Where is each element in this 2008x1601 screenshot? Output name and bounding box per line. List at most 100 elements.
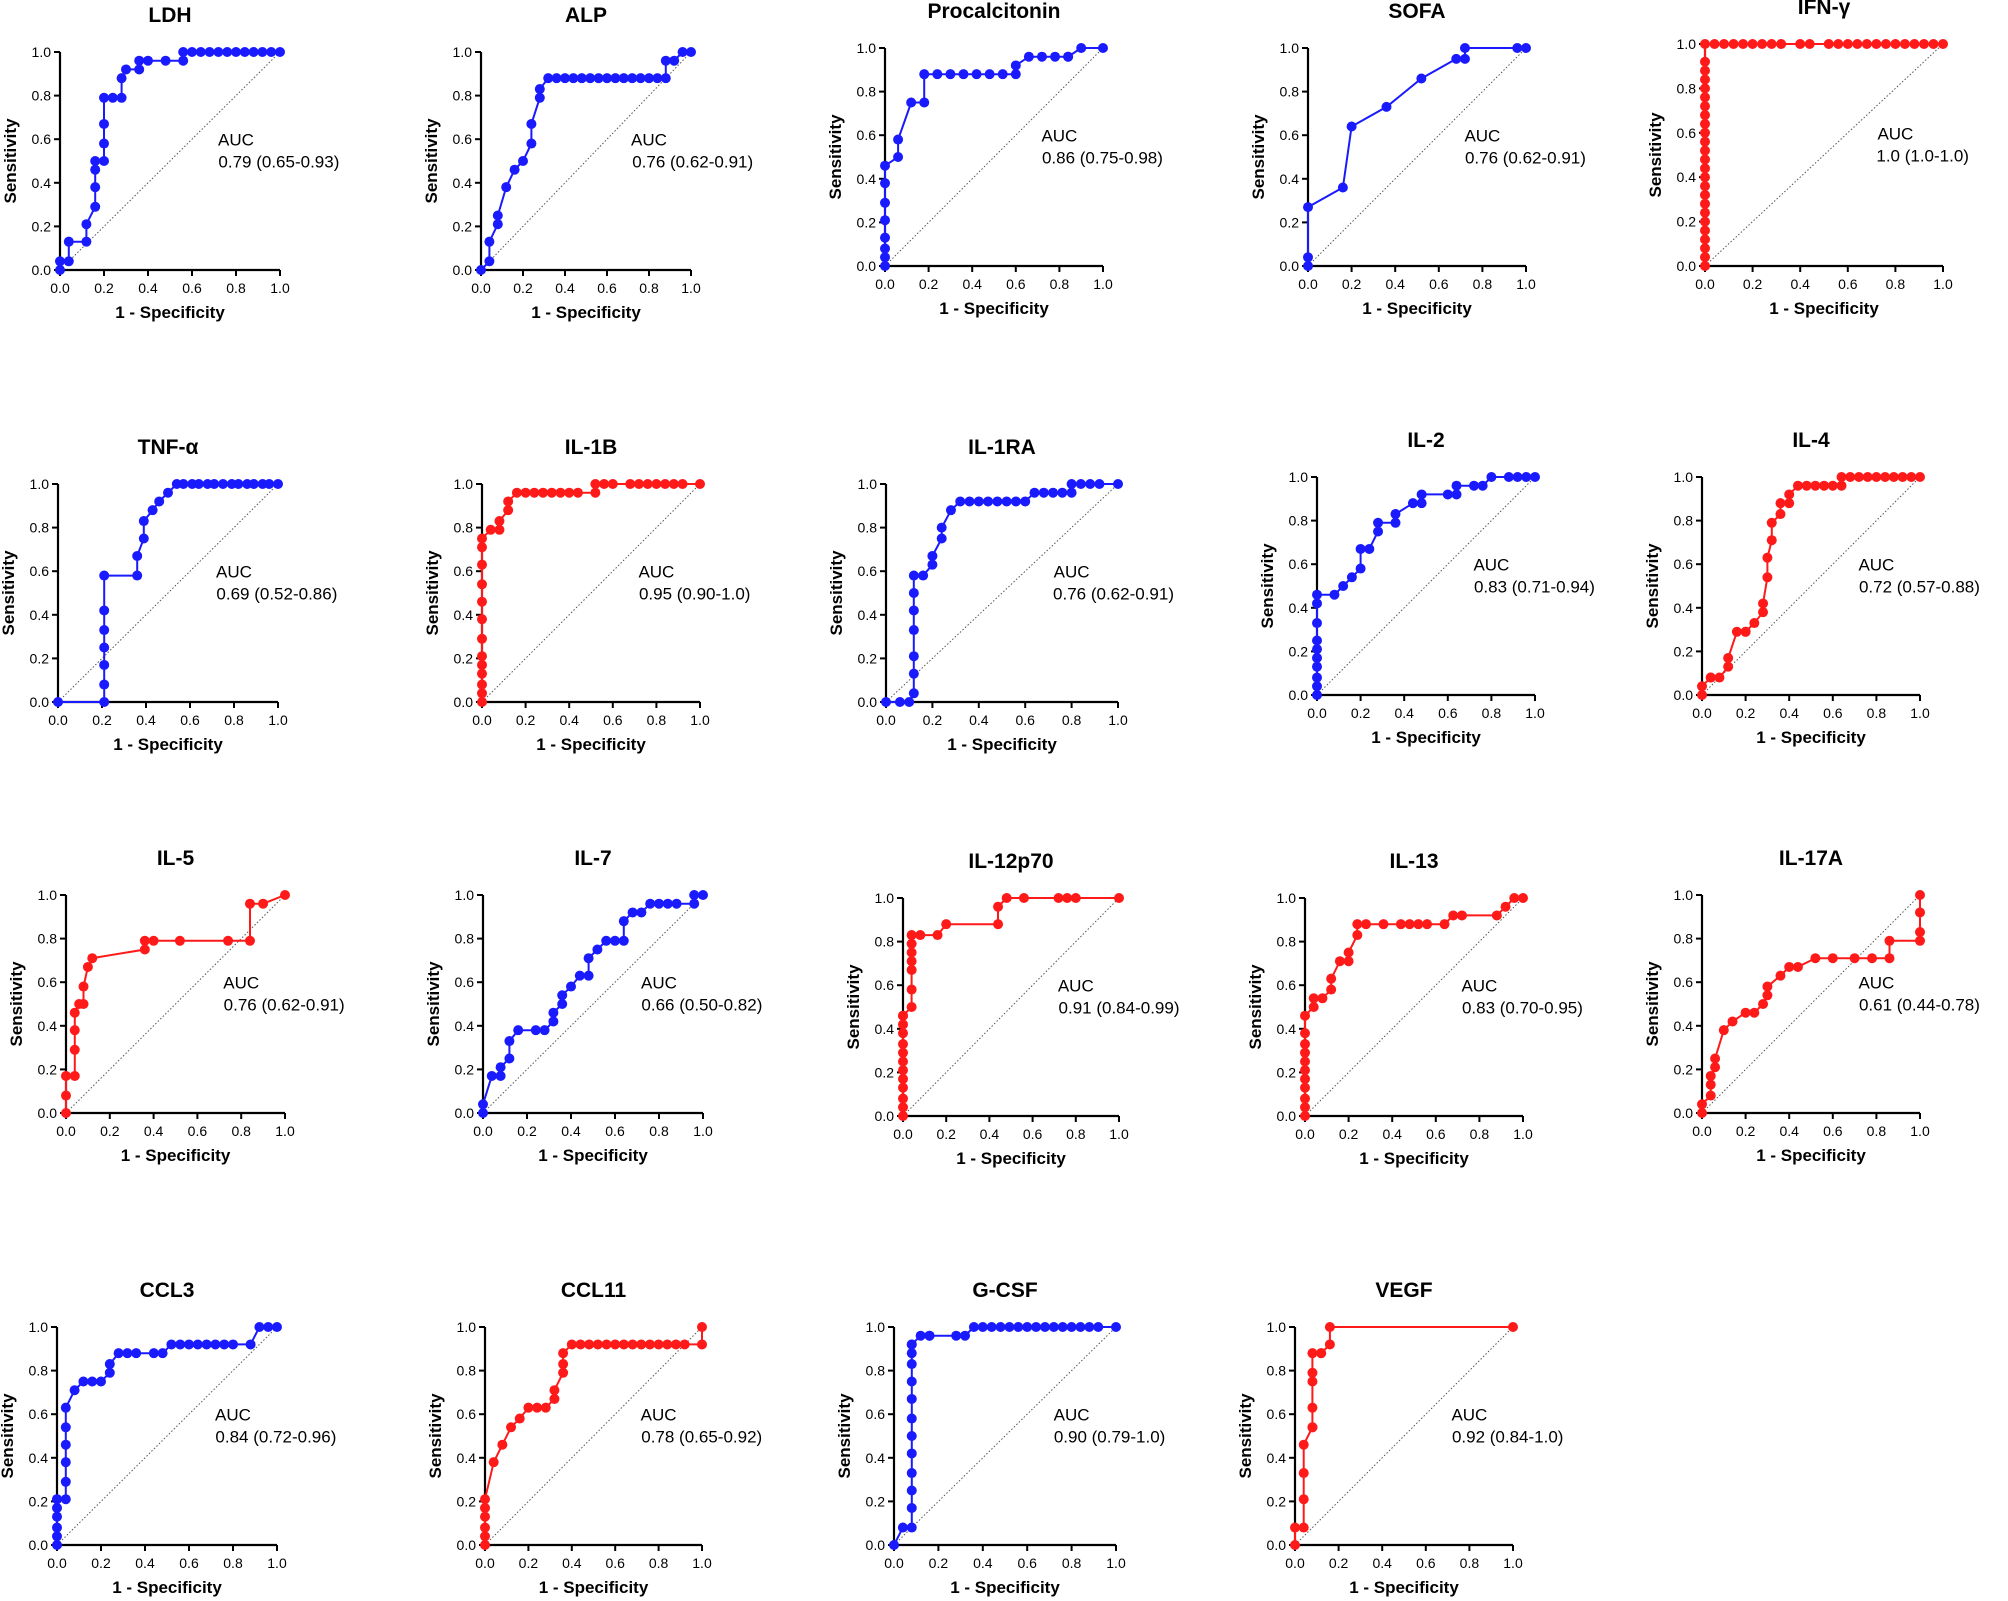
roc-point	[1018, 893, 1029, 903]
roc-point	[1020, 496, 1031, 507]
x-tick-label: 0.4	[555, 280, 575, 296]
y-tick-label: 0.4	[1289, 600, 1309, 616]
roc-point	[1317, 993, 1328, 1004]
roc-point	[1804, 39, 1815, 49]
roc-point	[906, 1468, 917, 1479]
roc-point	[1114, 893, 1124, 903]
auc-heading: AUC	[223, 974, 259, 993]
roc-point	[131, 1348, 142, 1359]
y-tick-label: 0.6	[1280, 127, 1300, 143]
roc-point	[1880, 472, 1891, 482]
x-axis-label: 1 - Specificity	[115, 303, 225, 322]
roc-point	[1928, 39, 1939, 49]
auc-value: 0.90 (0.79-1.0)	[1054, 1428, 1166, 1447]
roc-point	[932, 930, 943, 941]
y-tick-label: 0.8	[453, 88, 473, 104]
x-tick-label: 0.6	[1823, 705, 1843, 721]
x-tick-label: 0.2	[1736, 705, 1756, 721]
y-tick-label: 0.4	[866, 1450, 886, 1466]
x-tick-label: 0.6	[1416, 1555, 1436, 1571]
roc-point	[906, 1502, 917, 1513]
x-axis-label: 1 - Specificity	[112, 1578, 222, 1597]
roc-point	[477, 559, 487, 570]
roc-point	[971, 69, 982, 80]
x-tick-label: 0.0	[1285, 1555, 1305, 1571]
roc-point	[660, 479, 671, 489]
x-tick-label: 0.8	[639, 280, 659, 296]
x-tick-label: 0.8	[1062, 1555, 1082, 1571]
x-axis-label: 1 - Specificity	[1349, 1578, 1459, 1597]
roc-point	[906, 97, 917, 108]
roc-point	[506, 1422, 517, 1433]
roc-point	[1334, 956, 1345, 967]
roc-point	[526, 138, 537, 149]
y-tick-label: 0.2	[875, 1064, 895, 1080]
roc-point	[549, 1385, 560, 1396]
roc-point	[1915, 890, 1925, 900]
roc-point	[945, 69, 956, 80]
roc-point	[1718, 1025, 1729, 1036]
roc-point	[1038, 487, 1049, 498]
x-tick-label: 1.0	[681, 280, 701, 296]
y-tick-label: 0.6	[858, 563, 878, 579]
y-tick-label: 0.2	[858, 650, 878, 666]
roc-point	[60, 1439, 71, 1450]
y-tick-label: 1.0	[866, 1319, 886, 1335]
y-tick-label: 0.6	[866, 1406, 886, 1422]
auc-heading: AUC	[631, 131, 667, 150]
x-tick-label: 0.4	[136, 712, 156, 728]
x-tick-label: 0.0	[876, 712, 896, 728]
roc-panel-il-17a: IL-17A 0.0 0.0 0.2 0.2 0.4 0.4 0.6 0.6 0.8 0.8 1.0 1…	[1643, 847, 1980, 1165]
x-axis-label: 1 - Specificity	[956, 1149, 1066, 1168]
y-tick-label: 0.4	[1674, 600, 1694, 616]
roc-point	[1723, 661, 1734, 672]
roc-point	[1897, 472, 1908, 482]
roc-point	[1740, 626, 1751, 637]
roc-point	[894, 697, 905, 707]
x-tick-label: 0.2	[936, 1126, 956, 1142]
roc-point	[1700, 127, 1710, 138]
roc-point	[1298, 1522, 1309, 1533]
roc-point	[1938, 39, 1948, 49]
roc-point	[642, 479, 653, 489]
roc-point	[576, 73, 587, 84]
roc-point	[1521, 472, 1532, 482]
diagonal-reference-line	[56, 1326, 278, 1546]
x-tick-label: 0.2	[1342, 276, 1362, 292]
roc-point	[1439, 919, 1450, 930]
y-tick-label: 0.6	[1674, 974, 1694, 990]
roc-point	[572, 487, 583, 498]
roc-point	[116, 92, 127, 103]
x-tick-label: 0.6	[605, 1123, 625, 1139]
roc-point	[1836, 480, 1847, 491]
roc-point	[668, 479, 679, 489]
roc-point	[993, 901, 1004, 912]
roc-point	[52, 1494, 62, 1505]
roc-point	[984, 69, 995, 80]
roc-point	[81, 236, 92, 247]
auc-heading: AUC	[638, 563, 674, 582]
y-tick-label: 0.2	[1267, 1493, 1287, 1509]
roc-point	[906, 1393, 917, 1404]
roc-point	[175, 1339, 186, 1350]
x-axis-label: 1 - Specificity	[1769, 299, 1879, 318]
roc-point	[1031, 1322, 1042, 1332]
x-tick-label: 1.0	[268, 712, 288, 728]
roc-point	[1312, 618, 1322, 629]
roc-point	[1413, 919, 1424, 930]
roc-point	[1063, 51, 1074, 62]
roc-point	[546, 487, 557, 498]
roc-point	[1709, 39, 1720, 49]
roc-point	[480, 1502, 490, 1513]
y-tick-label: 0.8	[1277, 934, 1297, 950]
roc-point	[82, 961, 93, 972]
roc-point	[1001, 496, 1012, 507]
roc-point	[986, 1322, 997, 1332]
roc-point	[1827, 480, 1838, 491]
roc-panel-g-csf: G-CSF 0.0 0.0 0.2 0.2 0.4 0.4 0.6 0.6 0.8 0.8 1.0 1.…	[835, 1279, 1165, 1597]
roc-point	[1300, 1102, 1310, 1113]
roc-point	[955, 496, 966, 507]
roc-point	[1697, 690, 1707, 700]
roc-point	[618, 916, 629, 927]
roc-point	[1749, 618, 1760, 629]
